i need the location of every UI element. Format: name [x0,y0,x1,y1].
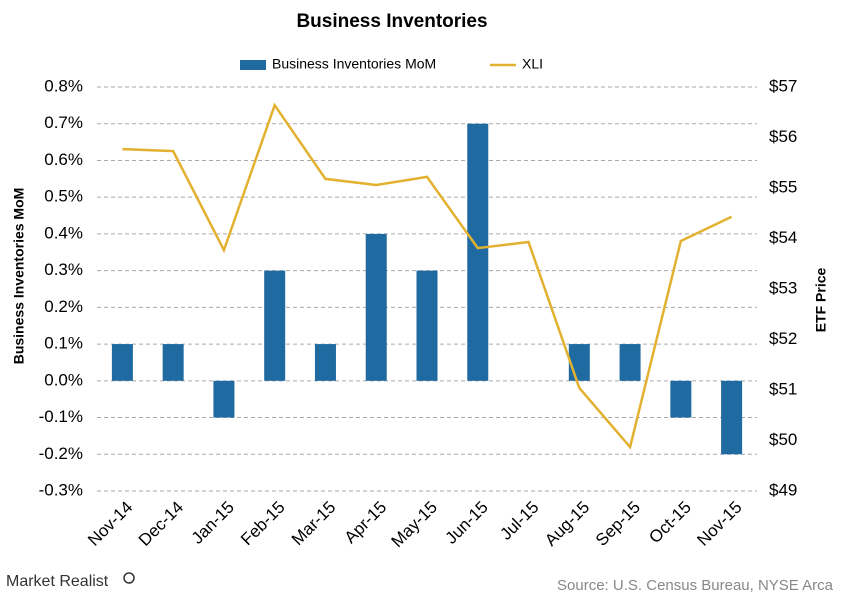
y-tick-label: 0.8% [44,76,83,95]
y-tick-label: 0.6% [44,150,83,169]
y-tick-label: 0.4% [44,223,83,242]
chart-title: Business Inventories [296,11,487,32]
bar [162,344,184,381]
x-tick-label: Jul-15 [496,498,542,544]
legend-label: XLI [522,56,543,72]
bar [111,344,133,381]
y-tick-label: -0.2% [39,444,83,463]
y2-tick-label: $53 [769,278,797,297]
brand: Market Realist [6,573,109,590]
brand-icon [123,572,135,584]
y2-tick-label: $51 [769,379,797,398]
bar [365,233,387,381]
bar [264,270,286,381]
x-tick-label: Nov-15 [693,498,745,550]
y-tick-label: -0.1% [39,407,83,426]
y-tick-label: 0.1% [44,334,83,353]
x-tick-label: Apr-15 [341,498,391,548]
legend-swatch [240,60,266,70]
source: Source: U.S. Census Bureau, NYSE Arca [557,577,834,594]
y2-tick-label: $49 [769,480,797,499]
y-axis-label: Business Inventories MoM [11,188,27,365]
x-tick-label: Nov-14 [84,498,136,550]
y-tick-label: 0.2% [44,297,83,316]
y2-tick-label: $54 [769,228,797,247]
y-tick-label: 0.7% [44,113,83,132]
y-tick-label: 0.0% [44,370,83,389]
line [122,102,733,450]
bar [721,380,743,455]
bar [467,123,489,381]
x-tick-label: Jun-15 [442,498,492,548]
x-tick-label: Dec-14 [135,498,187,550]
y2-tick-label: $57 [769,76,797,95]
x-tick-label: Jan-15 [188,498,238,548]
y2-tick-label: $56 [769,127,797,146]
x-tick-label: May-15 [387,498,441,552]
y-tick-label: 0.3% [44,260,83,279]
bar [416,270,438,381]
legend-label: Business Inventories MoM [272,56,436,72]
bar [213,380,235,418]
x-tick-label: Sep-15 [592,498,644,550]
x-tick-label: Mar-15 [288,498,340,550]
y2-tick-label: $55 [769,177,797,196]
y-tick-label: 0.5% [44,187,83,206]
y-tick-label: -0.3% [39,480,83,499]
bar [568,344,590,381]
x-tick-label: Oct-15 [645,498,695,548]
y2-axis-label: ETF Price [813,268,829,333]
y2-tick-label: $52 [769,329,797,348]
bar [670,380,692,418]
bar [314,344,336,381]
bar [619,344,641,381]
x-tick-label: Feb-15 [237,498,289,550]
y2-tick-label: $50 [769,430,797,449]
x-tick-label: Aug-15 [541,498,593,550]
